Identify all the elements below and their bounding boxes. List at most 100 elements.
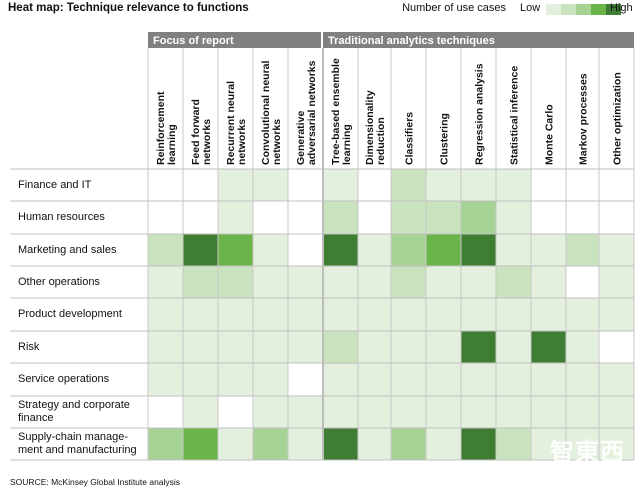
row-label: Human resources — [18, 201, 146, 234]
heat-cell — [391, 234, 426, 266]
heatmap-chart: Focus of report Traditional analytics tec… — [10, 32, 635, 461]
watermark-url: zhidx.com — [558, 464, 640, 478]
heat-cell — [599, 331, 634, 363]
column-header-line: reduction — [375, 117, 387, 165]
heat-cell — [391, 428, 426, 460]
column-header: Generativeadversarial networks — [295, 60, 318, 165]
column-header: Classifiers — [404, 112, 416, 165]
heat-cell — [461, 331, 496, 363]
heat-cell — [426, 298, 461, 331]
heat-cell — [496, 201, 531, 234]
column-header: Recurrent neuralnetworks — [225, 81, 248, 165]
heat-cell — [496, 396, 531, 428]
heat-cell — [566, 201, 599, 234]
heat-cell — [461, 298, 496, 331]
heat-cell — [358, 428, 391, 460]
row-label: Finance and IT — [18, 169, 146, 201]
heat-cell — [496, 266, 531, 298]
row-label: Service operations — [18, 363, 146, 396]
source-note: SOURCE: McKinsey Global Institute analys… — [10, 477, 181, 487]
heat-cell — [599, 201, 634, 234]
column-header: Monte Carlo — [544, 104, 556, 165]
row-label-line: finance — [18, 412, 54, 424]
row-label-line: Product development — [18, 308, 122, 320]
column-header-line: Statistical inference — [509, 66, 521, 165]
heat-cell — [218, 363, 253, 396]
column-header: Other optimization — [612, 72, 624, 165]
column-header-line: learning — [166, 124, 178, 165]
heat-cell — [426, 169, 461, 201]
heat-cell — [426, 396, 461, 428]
heat-cell — [531, 234, 566, 266]
heat-cell — [148, 234, 183, 266]
heat-cell — [599, 428, 634, 460]
heat-cell — [496, 234, 531, 266]
row-label-line: Supply-chain manage- — [18, 431, 129, 443]
heat-cell — [253, 169, 288, 201]
row-label-line: Human resources — [18, 211, 105, 223]
heat-cell — [426, 363, 461, 396]
heat-cell — [358, 169, 391, 201]
column-header: Statistical inference — [509, 66, 521, 165]
column-header: Markov processes — [578, 73, 590, 165]
heat-cell — [391, 396, 426, 428]
heat-cell — [358, 331, 391, 363]
heat-cell — [461, 169, 496, 201]
column-header-line: networks — [236, 119, 248, 165]
heat-cell — [253, 363, 288, 396]
heat-cell — [566, 266, 599, 298]
column-header-line: Generative — [295, 111, 307, 165]
heat-cell — [461, 201, 496, 234]
heat-cell — [531, 201, 566, 234]
legend-swatch-2 — [561, 4, 576, 15]
heat-cell — [323, 396, 358, 428]
heat-cell — [566, 169, 599, 201]
column-header: Feed forwardnetworks — [190, 99, 213, 165]
legend-high-label: High — [610, 2, 633, 14]
heat-cell — [391, 331, 426, 363]
heat-cell — [218, 396, 253, 428]
heat-cell — [599, 298, 634, 331]
column-header: Dimensionalityreduction — [364, 90, 387, 165]
heat-cell — [566, 331, 599, 363]
column-header: Regression analysis — [474, 63, 486, 165]
row-label-line: Service operations — [18, 373, 110, 385]
heat-cell — [183, 169, 218, 201]
heat-cell — [253, 201, 288, 234]
legend-label: Number of use cases — [402, 2, 506, 14]
heat-cell — [566, 396, 599, 428]
heat-cell — [253, 396, 288, 428]
group-header-1 — [148, 32, 321, 48]
heat-cell — [566, 234, 599, 266]
column-header-line: Monte Carlo — [544, 104, 556, 165]
heat-cell — [288, 234, 323, 266]
column-header-line: Clustering — [439, 113, 451, 165]
heat-cell — [288, 428, 323, 460]
heat-cell — [288, 298, 323, 331]
column-header-line: Reinforcement — [155, 91, 167, 165]
heat-cell — [218, 298, 253, 331]
heat-cell — [288, 331, 323, 363]
legend-swatch-5 — [606, 4, 621, 15]
watermark: 智東西 zhidx.com — [548, 432, 640, 486]
column-header-line: adversarial networks — [306, 60, 318, 165]
heat-cell — [461, 428, 496, 460]
heat-cell — [323, 201, 358, 234]
heat-cell — [496, 428, 531, 460]
heat-cell — [323, 363, 358, 396]
chart-title: Heat map: Technique relevance to functio… — [8, 2, 249, 14]
heat-cell — [358, 363, 391, 396]
legend-low-label: Low — [520, 2, 541, 14]
column-header-line: Classifiers — [404, 112, 416, 165]
row-label-line: Other operations — [18, 275, 100, 288]
heat-cell — [599, 396, 634, 428]
heat-cell — [183, 266, 218, 298]
heat-cell — [253, 234, 288, 266]
column-header-line: Other optimization — [612, 72, 624, 165]
heat-cell — [183, 396, 218, 428]
heat-cell — [183, 331, 218, 363]
column-header: Reinforcementlearning — [155, 91, 178, 165]
heat-cell — [323, 428, 358, 460]
heat-cell — [391, 201, 426, 234]
heat-cell — [531, 266, 566, 298]
